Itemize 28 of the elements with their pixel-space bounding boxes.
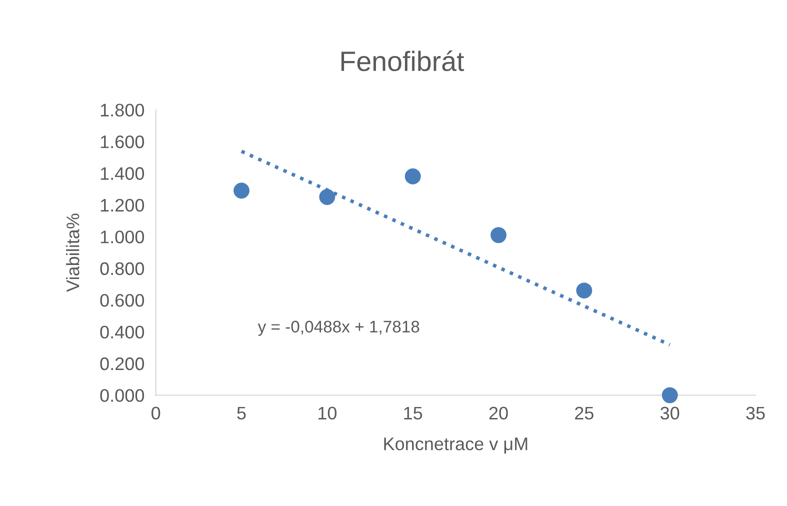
y-axis-title: Viabilita% (66, 214, 80, 292)
y-tick-label: 0.200 (100, 357, 144, 370)
x-axis-title: Koncnetrace v μM (384, 438, 528, 454)
point (404, 168, 421, 184)
point (576, 282, 592, 299)
y-tick-label: 1.200 (100, 198, 144, 212)
chart-title: Fenofibrát (341, 50, 464, 72)
x-tick-label: 20 (489, 406, 508, 420)
point (662, 387, 678, 404)
y-tick-label: 1.400 (100, 167, 144, 180)
y-tick-label: 1.600 (100, 135, 144, 148)
x-tick-label: 25 (575, 406, 594, 420)
y-tick-label: 0.800 (100, 262, 144, 276)
y-tick-label: 1.800 (100, 104, 144, 117)
x-tick-label: 0 (152, 406, 160, 420)
y-tick-label: 0.600 (100, 294, 144, 307)
annotation: y = -0,0488x + 1,7818 (258, 320, 420, 336)
x-tick-label: 35 (746, 406, 765, 420)
point (490, 227, 506, 244)
y-tick-label: 1.000 (100, 230, 144, 244)
point (319, 189, 336, 205)
x-tick-label: 10 (318, 406, 337, 420)
y-tick-label: 0.400 (100, 326, 144, 338)
x-tick-label: 5 (237, 406, 246, 420)
x-tick-label: 30 (660, 406, 680, 420)
y-tick-label: 0.000 (100, 389, 144, 402)
point (234, 182, 250, 199)
x-tick-label: 15 (404, 406, 422, 420)
